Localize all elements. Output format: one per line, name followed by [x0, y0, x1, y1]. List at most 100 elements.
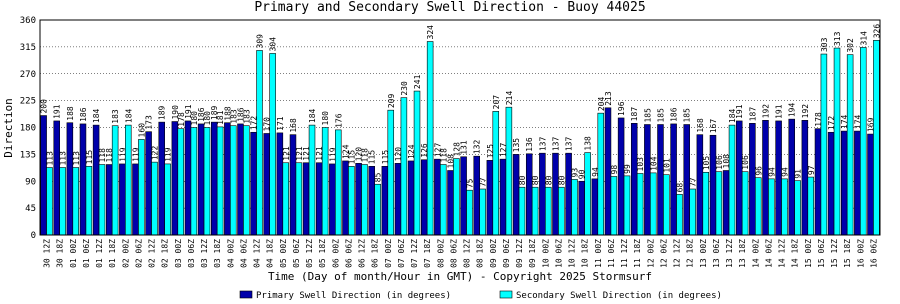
- data-label: 135: [512, 138, 521, 153]
- data-label: 120: [394, 147, 403, 162]
- data-label: 209: [387, 94, 396, 109]
- data-label: 181: [216, 110, 225, 125]
- bar: [230, 125, 237, 236]
- x-tick-label: 14 12Z: [778, 239, 787, 268]
- bar: [597, 112, 605, 236]
- data-label: 121: [302, 146, 311, 161]
- x-tick-label: 11 18Z: [633, 239, 642, 268]
- bar: [670, 123, 677, 236]
- x-tick-label: 02 12Z: [148, 239, 157, 268]
- x-tick-label: 04 00Z: [226, 239, 235, 268]
- bar: [125, 124, 132, 236]
- data-label: 106: [715, 155, 724, 170]
- data-label: 176: [334, 113, 343, 128]
- x-tick-label: 13 18Z: [738, 239, 747, 268]
- data-label: 96: [754, 166, 763, 176]
- data-label: 108: [722, 154, 731, 169]
- data-label: 303: [820, 37, 829, 52]
- data-label: 186: [197, 107, 206, 122]
- bar: [46, 167, 53, 236]
- data-label: 188: [66, 106, 75, 121]
- x-tick-label: 01 12Z: [95, 239, 104, 268]
- bar: [591, 178, 599, 236]
- data-label: 204: [597, 97, 606, 112]
- data-label: 200: [40, 99, 49, 114]
- x-tick-label: 12 12Z: [673, 239, 682, 268]
- data-label: 184: [308, 108, 317, 123]
- y-tick-label: 225: [20, 97, 36, 107]
- bar: [321, 127, 329, 236]
- data-label: 314: [859, 31, 868, 46]
- data-label: 190: [171, 105, 180, 120]
- data-label: 80: [518, 175, 527, 185]
- x-tick-label: 14 06Z: [764, 239, 773, 268]
- x-tick-label: 15 12Z: [830, 239, 839, 268]
- data-label: 113: [46, 151, 55, 166]
- bar: [867, 133, 874, 236]
- bar: [479, 188, 486, 236]
- x-tick-label: 07 18Z: [423, 239, 432, 268]
- data-label: 183: [229, 109, 238, 124]
- bar: [657, 124, 664, 236]
- bar: [696, 134, 704, 236]
- x-tick-label: 12 06Z: [659, 239, 668, 268]
- x-tick-label: 11 00Z: [594, 239, 603, 268]
- bar: [171, 121, 179, 236]
- x-tick-label: 11 06Z: [607, 239, 616, 268]
- bar: [722, 170, 730, 236]
- data-label: 187: [748, 107, 757, 122]
- bar: [860, 47, 867, 236]
- data-label: 113: [59, 151, 68, 166]
- bar: [715, 171, 723, 236]
- bar: [407, 160, 415, 236]
- bar: [531, 186, 539, 236]
- data-label: 118: [98, 148, 107, 163]
- bar: [741, 171, 749, 236]
- bar: [846, 54, 854, 236]
- data-label: 94: [781, 167, 790, 177]
- bar: [315, 162, 323, 236]
- bar: [873, 40, 880, 236]
- data-label: 80: [531, 175, 540, 185]
- bar: [329, 163, 336, 236]
- bar: [801, 120, 809, 236]
- x-tick-label: 13 06Z: [712, 239, 721, 268]
- data-label: 172: [827, 116, 836, 131]
- bar: [335, 129, 342, 236]
- data-label: 105: [702, 156, 711, 171]
- data-label: 167: [709, 119, 718, 134]
- data-label: 128: [452, 142, 461, 157]
- x-tick-label: 07 06Z: [397, 239, 406, 268]
- data-label: 186: [236, 107, 245, 122]
- bar: [486, 160, 494, 236]
- y-tick-label: 135: [20, 150, 36, 160]
- bar: [190, 127, 198, 236]
- x-tick-label: 01 00Z: [69, 239, 78, 268]
- bar: [814, 128, 822, 236]
- data-label: 184: [124, 108, 133, 123]
- bar: [539, 152, 546, 236]
- bar: [702, 171, 710, 236]
- bar: [138, 139, 145, 236]
- data-label: 302: [846, 38, 855, 53]
- bar: [512, 154, 520, 236]
- data-label: 213: [604, 91, 613, 106]
- bar: [132, 163, 139, 236]
- x-tick-label: 06 12Z: [358, 239, 367, 268]
- data-label: 304: [269, 37, 278, 52]
- data-label: 185: [643, 108, 652, 123]
- data-label: 326: [872, 24, 881, 39]
- data-label: 132: [473, 140, 482, 155]
- data-label: 174: [853, 114, 862, 129]
- data-label: 80: [544, 175, 553, 185]
- x-tick-label: 01 06Z: [82, 239, 91, 268]
- bar: [387, 109, 395, 236]
- x-axis-title: Time (Day of month/Hour in GMT) - Copyri…: [268, 270, 652, 283]
- x-tick-label: 08 12Z: [463, 239, 472, 268]
- bar: [361, 164, 368, 236]
- x-tick-label: 07 12Z: [410, 239, 419, 268]
- bar: [768, 178, 775, 236]
- data-label: 178: [814, 112, 823, 127]
- bar: [256, 50, 263, 236]
- data-label: 115: [85, 150, 94, 165]
